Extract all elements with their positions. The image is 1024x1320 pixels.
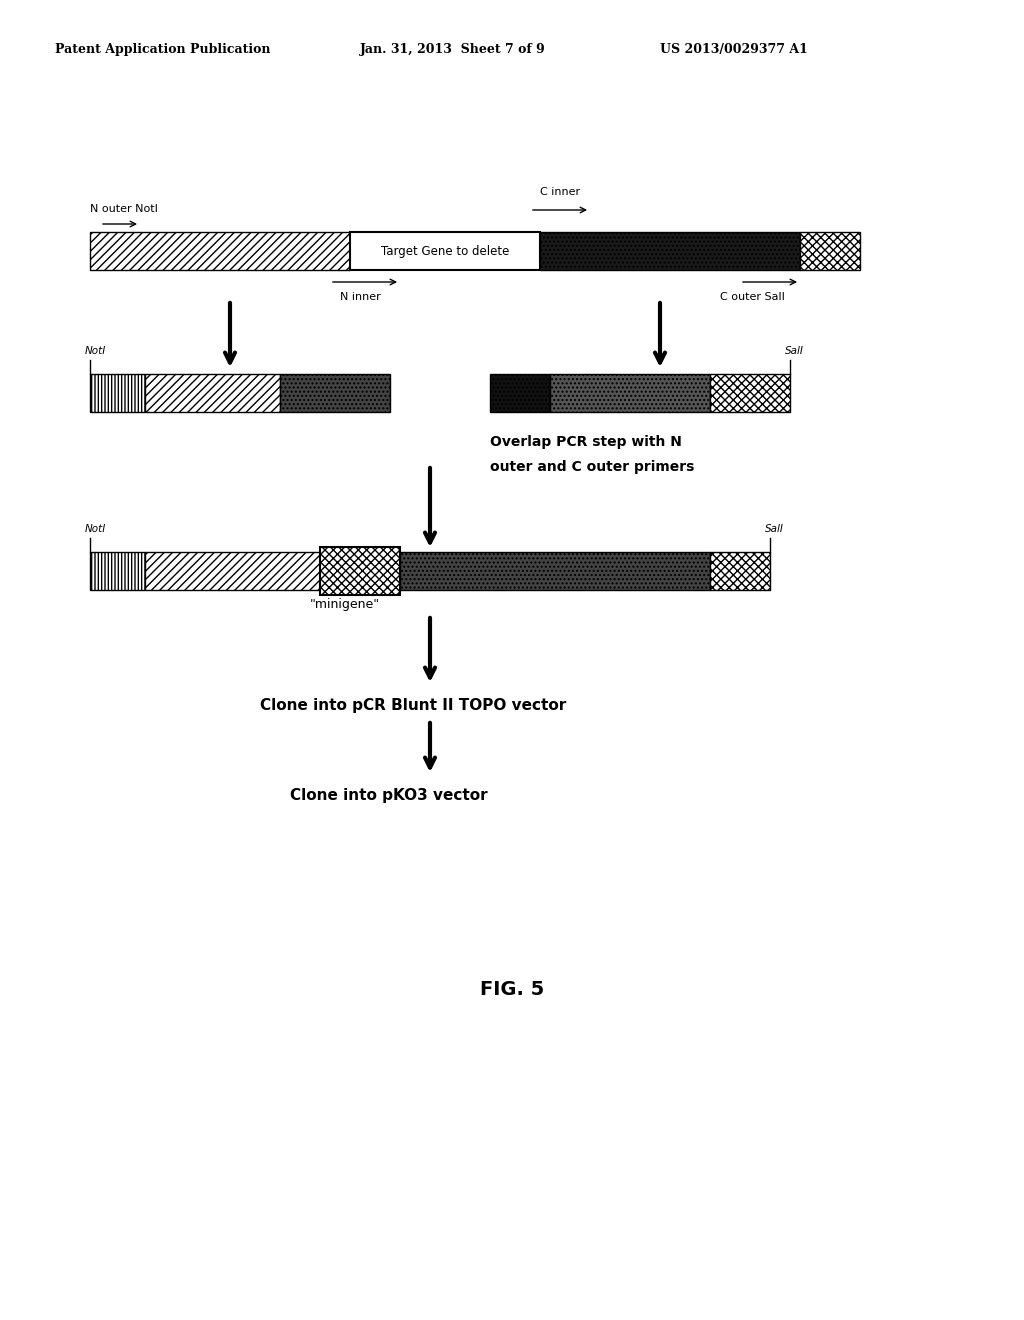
Bar [710,374,790,412]
Text: Clone into pKO3 vector: Clone into pKO3 vector [290,788,487,803]
Text: NotI: NotI [85,346,106,356]
Text: N outer NotI: N outer NotI [90,205,158,214]
Bar [90,552,145,590]
Bar [90,374,145,412]
Bar [145,552,319,590]
Text: SalI: SalI [785,346,804,356]
Bar [550,374,710,412]
Bar [90,232,350,271]
Bar [540,232,800,271]
Bar [350,232,540,271]
Text: NotI: NotI [85,524,106,535]
Text: outer and C outer primers: outer and C outer primers [490,459,694,474]
Bar [400,552,710,590]
Text: C outer SalI: C outer SalI [720,292,784,302]
Bar [800,232,860,271]
Text: Clone into pCR Blunt II TOPO vector: Clone into pCR Blunt II TOPO vector [260,698,566,713]
Bar [710,552,770,590]
Bar [145,374,280,412]
Text: Patent Application Publication: Patent Application Publication [55,44,270,57]
Text: "minigene": "minigene" [310,598,380,611]
Text: N inner: N inner [340,292,381,302]
Bar [319,546,400,595]
Text: SalI: SalI [765,524,784,535]
Text: Target Gene to delete: Target Gene to delete [381,244,509,257]
Bar [280,374,390,412]
Text: US 2013/0029377 A1: US 2013/0029377 A1 [660,44,808,57]
Bar [490,374,550,412]
Text: C inner: C inner [540,187,581,197]
Text: Jan. 31, 2013  Sheet 7 of 9: Jan. 31, 2013 Sheet 7 of 9 [360,44,546,57]
Text: Overlap PCR step with N: Overlap PCR step with N [490,436,682,449]
Text: FIG. 5: FIG. 5 [480,979,544,999]
